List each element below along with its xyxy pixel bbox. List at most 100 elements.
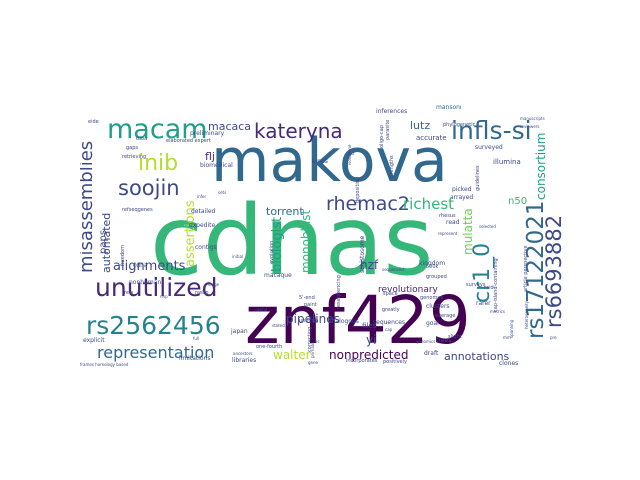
word-parasite: parasite xyxy=(385,119,391,140)
word-ac: ac xyxy=(315,339,320,344)
word-n50: n50 xyxy=(508,196,528,207)
word-torrent: torrent xyxy=(266,205,304,218)
word-files: files xyxy=(362,322,377,330)
word-5-end: 5'-end xyxy=(299,295,315,301)
word-kateryna: kateryna xyxy=(254,119,343,143)
word-macam: macam xyxy=(107,114,208,145)
word-infer: infer xyxy=(197,194,207,199)
word-space: space xyxy=(383,291,398,297)
word-gaps: gaps xyxy=(126,145,139,151)
word-rhemac2: rhemac2 xyxy=(326,193,410,215)
word-annotations: annotations xyxy=(444,350,510,363)
word-reviewers: reviewers xyxy=(520,124,540,129)
word-preliminary: preliminary xyxy=(190,130,225,137)
word-expedite: expedite xyxy=(189,222,216,229)
word-raid: raid xyxy=(484,285,494,291)
word-ancestors: ancestors xyxy=(233,351,253,356)
word-sequenced: sequenced xyxy=(382,267,404,272)
word-nonhuman: nonhuman xyxy=(129,279,162,286)
word-draft: draft xyxy=(424,350,439,357)
word-rhesus: rhesus xyxy=(439,213,456,219)
word-nhp: nhp xyxy=(160,294,168,299)
word-positively: positively xyxy=(383,359,407,365)
word-goal: goal xyxy=(426,320,439,327)
word-sets: sets xyxy=(218,190,227,195)
word-lutz: lutz xyxy=(410,119,431,132)
word-nwbp: nwbp xyxy=(195,290,209,296)
word-cap: cap xyxy=(385,327,393,332)
word-yi: yi xyxy=(366,333,377,347)
word-cost: cost xyxy=(346,151,355,156)
word-inferences: inferences xyxy=(376,108,408,115)
word-mansoni: mansoni xyxy=(436,105,462,111)
word-frames-homology-based: frames homology based xyxy=(80,362,129,367)
word-stage: stage xyxy=(208,282,220,287)
word-nonpredicted: nonpredicted xyxy=(329,348,409,362)
word-surveys: surveys xyxy=(466,282,486,288)
word-cdna: cdna xyxy=(133,262,148,269)
word-analogous: analogous xyxy=(328,318,359,325)
word-makova: makova xyxy=(211,126,448,196)
word-grouped: grouped xyxy=(426,274,447,280)
word-cdnas: cdnas xyxy=(150,185,434,297)
word-rs2562456: rs2562456 xyxy=(86,311,221,340)
word-gene: gene xyxy=(308,360,318,365)
word-kingdom: kingdom xyxy=(419,260,446,267)
word-consortium: consortium xyxy=(534,132,548,200)
word-500k: 500k xyxy=(426,264,439,270)
word-greatly: greatly xyxy=(382,307,400,313)
word-explicit: explicit xyxy=(83,337,105,344)
word-detailed: detailed xyxy=(191,208,216,215)
word-richest: richest xyxy=(403,195,455,213)
word-limitations: limitations xyxy=(179,355,211,362)
word-genomics: genomics xyxy=(416,339,436,344)
word-heterogeneity: heterogeneity xyxy=(524,300,529,329)
word-clones: clones xyxy=(499,360,519,367)
word-biomedical: biomedical xyxy=(200,162,233,169)
word-contigs: contigs xyxy=(195,244,217,251)
word-libraries: libraries xyxy=(232,357,257,364)
word-schistosome: schistosome xyxy=(359,235,366,273)
word-oligo-cap: oligo-cap xyxy=(379,125,385,148)
word-surveyed: surveyed xyxy=(475,144,503,151)
word-stated: stated xyxy=(272,323,285,328)
word-sequences: sequences xyxy=(373,319,406,326)
word-one-fourth: one-fourth xyxy=(256,344,283,350)
word-average: average xyxy=(435,313,456,319)
word-kinds: kinds xyxy=(312,158,328,165)
word-representation: representation xyxy=(97,343,215,362)
word-genomes: genomes xyxy=(420,295,444,301)
word-manuscripts: manuscripts xyxy=(520,116,545,121)
word-hzf: hzf xyxy=(360,258,379,272)
word-znf429: znf429 xyxy=(245,282,471,359)
word-freedom: freedom xyxy=(120,245,126,266)
word-initial: initial xyxy=(232,254,243,259)
word-revolutionary: revolutionary xyxy=(378,285,438,295)
word-soojin: soojin xyxy=(118,176,180,200)
word-slight: slight xyxy=(448,334,462,340)
word-pipelines: pipelines xyxy=(286,312,340,326)
word-guidelines: guidelines xyxy=(475,165,481,191)
word-phylogenetic: phylogenetic xyxy=(443,122,476,128)
word-uniform: uniform xyxy=(299,318,319,324)
word-macaca: macaca xyxy=(208,120,252,133)
word-mulatta: mulatta xyxy=(461,208,475,255)
word-clusters: clusters xyxy=(426,303,450,310)
word-resequencing: resequencing xyxy=(336,275,342,309)
word-accurate: accurate xyxy=(416,134,447,142)
word-japan: japan xyxy=(231,328,248,335)
word-infls-si: infls-si xyxy=(451,116,532,145)
word-paint: paint xyxy=(304,302,317,308)
word-refs: refs xyxy=(124,290,134,296)
word-refseqgenes: refseqgenes xyxy=(122,207,153,213)
word-depositing: depositing xyxy=(355,176,361,203)
word-article-perspective: article perspective xyxy=(523,245,529,292)
word-picked: picked xyxy=(452,186,472,193)
word-useful: useful xyxy=(255,307,268,312)
word-eide: eide xyxy=(88,119,99,125)
word-primate: primate xyxy=(310,342,315,358)
word-pre: pre xyxy=(550,335,557,340)
word-metrics: metrics xyxy=(490,309,505,314)
word-trees: trees xyxy=(436,337,452,344)
